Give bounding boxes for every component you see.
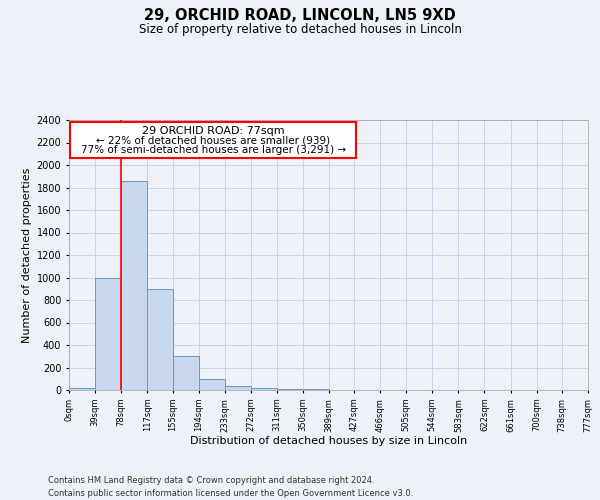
Text: 29 ORCHID ROAD: 77sqm: 29 ORCHID ROAD: 77sqm [142, 126, 284, 136]
Bar [70, 122, 356, 158]
Text: 77% of semi-detached houses are larger (3,291) →: 77% of semi-detached houses are larger (… [81, 144, 346, 154]
Bar [69, 388, 95, 390]
Text: Size of property relative to detached houses in Lincoln: Size of property relative to detached ho… [139, 22, 461, 36]
Bar [121, 180, 147, 390]
Text: 29, ORCHID ROAD, LINCOLN, LN5 9XD: 29, ORCHID ROAD, LINCOLN, LN5 9XD [144, 8, 456, 22]
Bar [251, 388, 277, 390]
Bar [173, 356, 199, 390]
Bar [95, 278, 121, 390]
Text: Contains public sector information licensed under the Open Government Licence v3: Contains public sector information licen… [48, 489, 413, 498]
Text: Contains HM Land Registry data © Crown copyright and database right 2024.: Contains HM Land Registry data © Crown c… [48, 476, 374, 485]
Bar [147, 289, 173, 390]
Bar [199, 379, 224, 390]
Y-axis label: Number of detached properties: Number of detached properties [22, 168, 32, 342]
Bar [224, 386, 251, 390]
Text: ← 22% of detached houses are smaller (939): ← 22% of detached houses are smaller (93… [96, 135, 331, 145]
X-axis label: Distribution of detached houses by size in Lincoln: Distribution of detached houses by size … [190, 436, 467, 446]
